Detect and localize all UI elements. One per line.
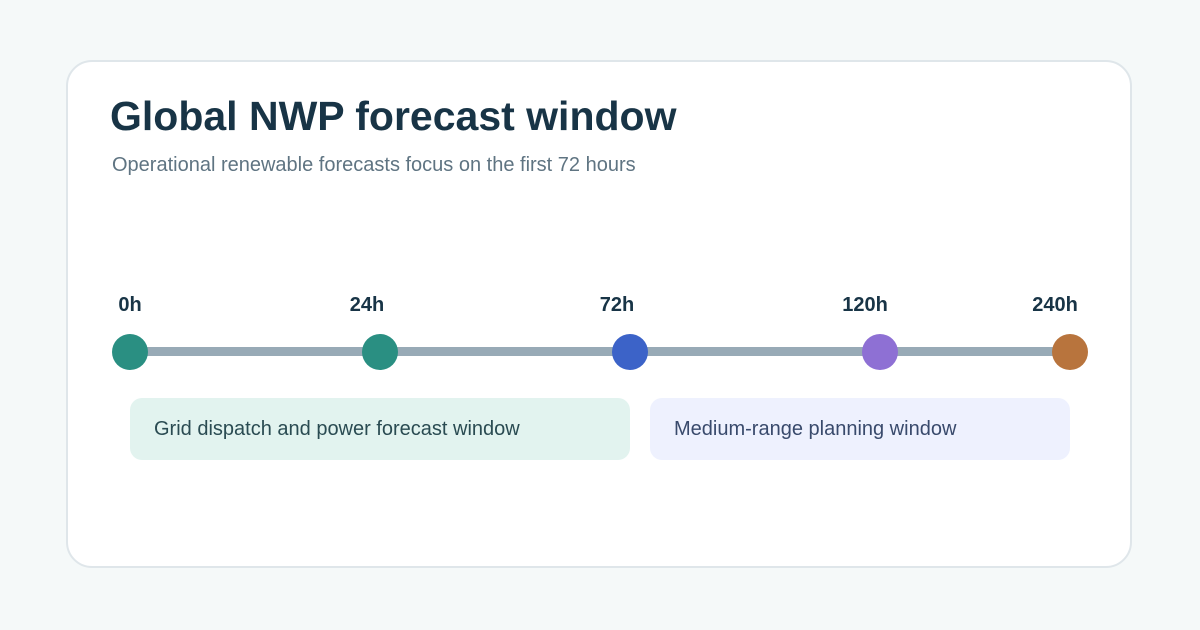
tick-label-120h: 120h: [842, 294, 888, 316]
tick-dot-120h: [862, 334, 898, 370]
tick-label-0h: 0h: [118, 294, 142, 316]
band-medium-range-label: Medium-range planning window: [674, 418, 957, 440]
band-medium-range-window: Medium-range planning window: [650, 398, 1070, 460]
tick-label-72h: 72h: [599, 294, 635, 316]
tick-dot-24h: [362, 334, 398, 370]
timeline-track: [130, 347, 1070, 356]
band-grid-dispatch-label: Grid dispatch and power forecast window: [154, 418, 520, 440]
page-subtitle: Operational renewable forecasts focus on…: [112, 154, 636, 176]
tick-dot-72h: [612, 334, 648, 370]
tick-dot-240h: [1052, 334, 1088, 370]
tick-label-240h: 240h: [1032, 294, 1078, 316]
forecast-window-card: [66, 60, 1132, 568]
band-grid-dispatch-window: Grid dispatch and power forecast window: [130, 398, 630, 460]
tick-dot-0h: [112, 334, 148, 370]
page-title: Global NWP forecast window: [110, 93, 677, 139]
tick-label-24h: 24h: [349, 294, 385, 316]
